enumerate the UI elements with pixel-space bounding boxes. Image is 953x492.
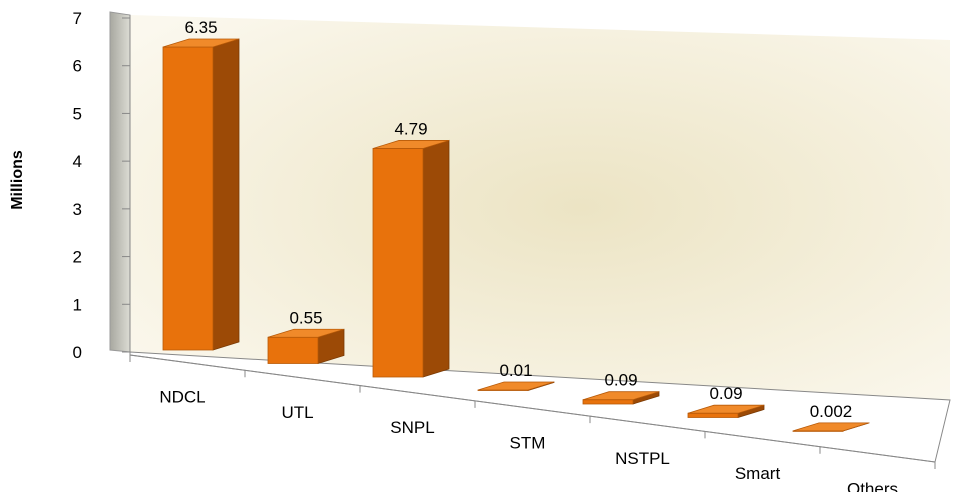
bar-top — [162, 38, 240, 48]
bar-top — [792, 422, 870, 432]
side-wall — [109, 11, 131, 353]
data-label: 0.01 — [499, 361, 532, 380]
bar-top — [477, 381, 555, 391]
y-axis-label: Millions — [9, 150, 26, 210]
y-tick-label: 7 — [73, 9, 82, 28]
x-tick-label: NSTPL — [615, 449, 670, 468]
bar-top — [582, 391, 660, 401]
bar — [267, 336, 319, 364]
bar — [582, 399, 634, 405]
y-tick-label: 6 — [73, 57, 82, 76]
data-label: 0.002 — [810, 402, 853, 421]
y-tick-label: 1 — [73, 295, 82, 314]
x-tick-label: Smart — [735, 464, 781, 483]
data-label: 6.35 — [184, 18, 217, 37]
bar-top — [372, 140, 450, 149]
back-wall — [130, 15, 950, 400]
y-tick-label: 5 — [73, 104, 82, 123]
bar — [372, 148, 424, 378]
x-tick-label: NDCL — [159, 388, 205, 407]
bar — [162, 46, 214, 351]
bar-top — [687, 404, 765, 414]
data-label: 0.09 — [709, 384, 742, 403]
x-tick-label: UTL — [281, 403, 313, 422]
x-tick-label: STM — [510, 434, 546, 453]
x-axis — [129, 354, 936, 463]
y-tick-label: 3 — [73, 200, 82, 219]
data-label: 0.55 — [289, 308, 322, 327]
y-tick-label: 0 — [73, 343, 82, 362]
bar-side — [422, 139, 450, 378]
data-label: 4.79 — [394, 119, 427, 138]
data-label: 0.09 — [604, 371, 637, 390]
y-tick-label: 2 — [73, 248, 82, 267]
bar-side — [212, 38, 240, 351]
x-tick-label: Others — [847, 479, 898, 492]
x-tick-label: SNPL — [390, 418, 434, 437]
bar — [687, 412, 739, 418]
bar-top — [267, 328, 345, 338]
y-tick-label: 4 — [73, 152, 82, 171]
